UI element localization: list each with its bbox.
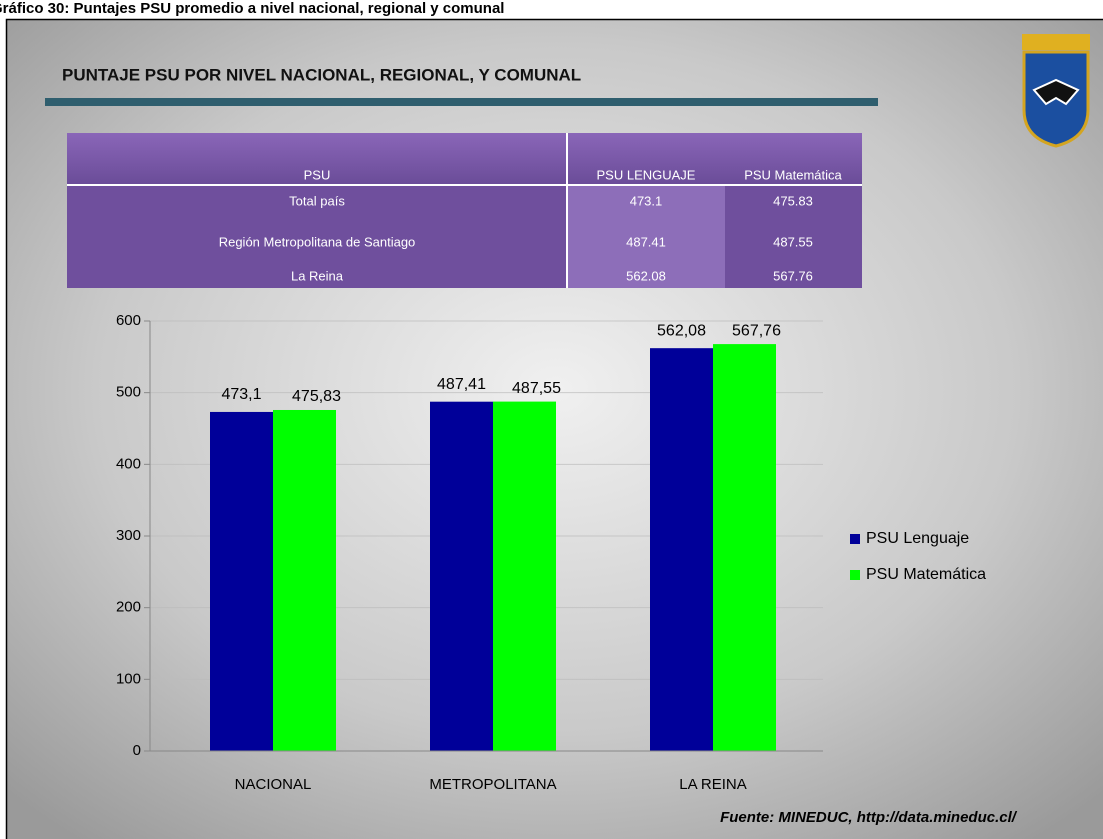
table-header xyxy=(67,133,862,185)
bar xyxy=(273,410,336,751)
table-cell: 562.08 xyxy=(626,268,666,283)
value-label: 567,76 xyxy=(732,322,781,339)
value-label: 473,1 xyxy=(221,386,261,403)
table-header-cell: PSU LENGUAJE xyxy=(597,167,696,182)
title-rule xyxy=(45,98,878,106)
table-cell: 473.1 xyxy=(630,193,663,208)
bar xyxy=(713,344,776,751)
x-tick-label: LA REINA xyxy=(679,776,747,793)
y-tick-label: 300 xyxy=(116,527,141,544)
y-tick-label: 100 xyxy=(116,670,141,687)
legend-label: PSU Matemática xyxy=(866,566,986,583)
table-cell: La Reina xyxy=(291,268,344,283)
table-cell: 487.41 xyxy=(626,234,666,249)
table: PSU PSU LENGUAJE PSU Matemática Total país 4… xyxy=(67,133,862,288)
coat-of-arms xyxy=(1022,34,1090,146)
source: Fuente: MINEDUC, http://data.mineduc.cl/ xyxy=(720,809,1018,826)
x-tick-label: NACIONAL xyxy=(235,776,312,793)
value-label: 562,08 xyxy=(657,322,706,339)
x-tick-label: METROPOLITANA xyxy=(429,776,556,793)
y-tick-label: 500 xyxy=(116,384,141,401)
value-label: 475,83 xyxy=(292,388,341,405)
y-tick-label: 600 xyxy=(116,312,141,329)
bar xyxy=(210,412,273,751)
bar xyxy=(430,402,493,751)
table-cell: 567.76 xyxy=(773,268,813,283)
legend-label: PSU Lenguaje xyxy=(866,530,969,547)
page: Gráfico 30: Puntajes PSU promedio a nive… xyxy=(0,0,1103,839)
bar xyxy=(493,402,556,751)
y-tick-label: 200 xyxy=(116,599,141,616)
table-cell: Total país xyxy=(289,193,345,208)
table-header-cell: PSU Matemática xyxy=(744,167,842,182)
table-cell: Región Metropolitana de Santiago xyxy=(219,234,416,249)
value-label: 487,55 xyxy=(512,380,561,397)
y-tick-label: 0 xyxy=(133,742,141,759)
chart: Gráfico 30: Puntajes PSU promedio a nive… xyxy=(0,0,1103,839)
table-cell: 475.83 xyxy=(773,193,813,208)
value-label: 487,41 xyxy=(437,376,486,393)
legend-swatch xyxy=(850,570,860,580)
legend-swatch xyxy=(850,534,860,544)
table-cell: 487.55 xyxy=(773,234,813,249)
table-header-cell: PSU xyxy=(304,167,331,182)
slide-title: PUNTAJE PSU POR NIVEL NACIONAL, REGIONAL… xyxy=(62,65,581,84)
caption: Gráfico 30: Puntajes PSU promedio a nive… xyxy=(0,0,504,17)
bar xyxy=(650,348,713,751)
y-tick-label: 400 xyxy=(116,455,141,472)
